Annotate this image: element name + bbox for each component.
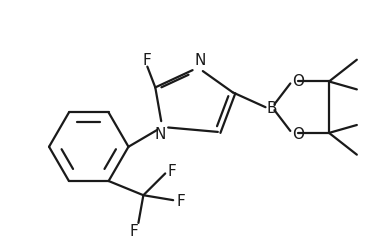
Text: O: O <box>292 74 304 89</box>
Text: N: N <box>194 53 206 68</box>
Text: B: B <box>266 100 277 115</box>
Text: F: F <box>129 224 138 238</box>
Text: F: F <box>143 53 152 68</box>
Text: F: F <box>177 193 186 208</box>
Text: F: F <box>168 163 177 178</box>
Text: O: O <box>292 127 304 142</box>
Text: N: N <box>154 127 166 142</box>
